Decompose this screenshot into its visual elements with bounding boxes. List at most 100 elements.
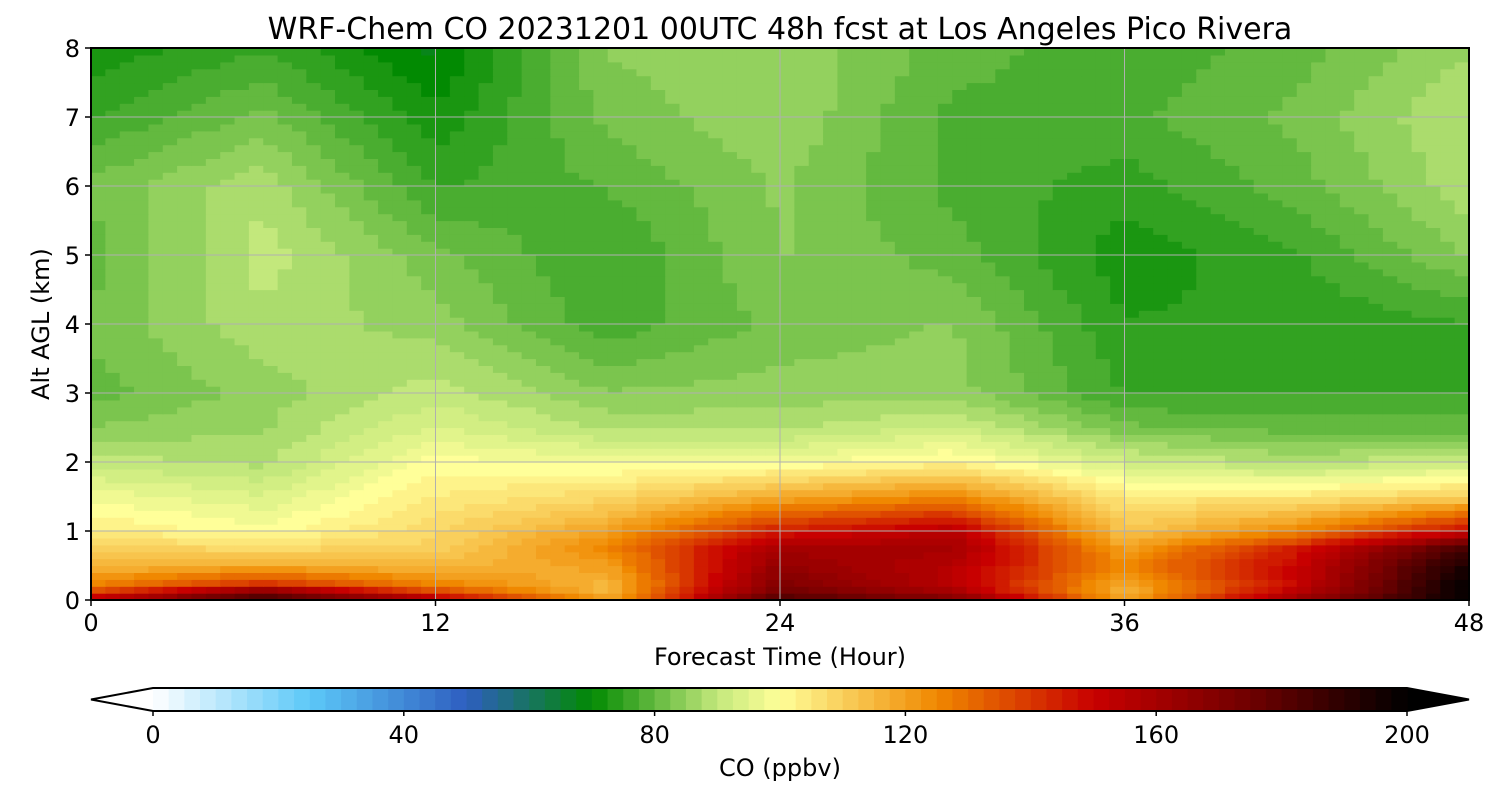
heatmap-cell xyxy=(1411,406,1427,415)
heatmap-cell xyxy=(851,551,867,560)
heatmap-cell xyxy=(808,434,824,442)
heatmap-cell xyxy=(1009,531,1025,539)
heatmap-cell xyxy=(1024,372,1039,380)
heatmap-cell xyxy=(708,268,724,277)
heatmap-cell xyxy=(91,330,106,339)
heatmap-cell xyxy=(134,324,150,332)
heatmap-cell xyxy=(535,510,551,518)
heatmap-cell xyxy=(1210,462,1226,470)
heatmap-cell xyxy=(837,358,853,366)
heatmap-cell xyxy=(1124,241,1140,249)
heatmap-cell xyxy=(421,275,437,284)
heatmap-cell xyxy=(162,399,178,408)
heatmap-cell xyxy=(650,482,666,491)
heatmap-cell xyxy=(894,544,910,553)
heatmap-cell xyxy=(780,365,795,373)
heatmap-cell xyxy=(1311,351,1327,360)
heatmap-cell xyxy=(837,531,853,539)
heatmap-cell xyxy=(952,441,968,449)
heatmap-cell xyxy=(866,296,882,304)
heatmap-cell xyxy=(1210,351,1226,360)
heatmap-cell xyxy=(1210,510,1226,518)
heatmap-cell xyxy=(134,255,150,263)
heatmap-cell xyxy=(277,455,293,463)
heatmap-cell xyxy=(1268,351,1283,360)
heatmap-cell xyxy=(378,427,394,435)
heatmap-cell xyxy=(91,303,106,311)
heatmap-cell xyxy=(1382,324,1398,332)
heatmap-cell xyxy=(851,268,867,277)
heatmap-cell xyxy=(220,289,236,297)
heatmap-cell xyxy=(952,303,968,311)
heatmap-cell xyxy=(349,296,365,304)
heatmap-cell xyxy=(119,558,135,567)
heatmap-cell xyxy=(291,337,307,346)
heatmap-cell xyxy=(564,379,580,387)
heatmap-cell xyxy=(1268,324,1283,332)
heatmap-cell xyxy=(1095,558,1111,567)
heatmap-cell xyxy=(622,358,638,366)
heatmap-cell xyxy=(722,324,738,332)
heatmap-cell xyxy=(1239,503,1255,511)
heatmap-cell xyxy=(1210,255,1226,263)
heatmap-cell xyxy=(291,517,307,525)
heatmap-cell xyxy=(105,275,121,284)
heatmap-cell xyxy=(105,248,121,256)
heatmap-cell xyxy=(952,324,968,332)
heatmap-cell xyxy=(1397,296,1413,304)
heatmap-cell xyxy=(794,289,810,297)
heatmap-cell xyxy=(162,489,178,498)
heatmap-cell xyxy=(1153,275,1169,284)
heatmap-cell xyxy=(952,393,968,401)
heatmap-cell xyxy=(291,275,307,284)
heatmap-cell xyxy=(492,586,508,594)
heatmap-cell xyxy=(693,393,709,401)
heatmap-cell xyxy=(335,510,350,518)
heatmap-cell xyxy=(952,275,968,284)
heatmap-cell xyxy=(1124,282,1140,291)
heatmap-cell xyxy=(335,462,350,470)
heatmap-cell xyxy=(277,503,293,511)
heatmap-cell xyxy=(1368,579,1384,587)
heatmap-cell xyxy=(579,241,594,249)
heatmap-cell xyxy=(995,275,1011,284)
heatmap-cell xyxy=(464,448,480,456)
heatmap-cell xyxy=(1196,413,1212,422)
heatmap-cell xyxy=(851,524,867,532)
heatmap-cell xyxy=(306,324,322,332)
heatmap-cell xyxy=(277,330,293,339)
heatmap-cell xyxy=(134,386,150,394)
heatmap-cell xyxy=(1052,468,1068,477)
heatmap-cell xyxy=(1296,261,1312,270)
heatmap-cell xyxy=(1282,482,1298,491)
heatmap-cell xyxy=(665,275,681,284)
heatmap-cell xyxy=(808,379,824,387)
heatmap-cell xyxy=(1224,310,1240,318)
heatmap-cell xyxy=(1038,489,1054,498)
heatmap-cell xyxy=(1038,531,1054,539)
heatmap-cell xyxy=(492,427,508,435)
heatmap-cell xyxy=(1009,399,1025,408)
heatmap-cell xyxy=(406,365,422,373)
heatmap-cell xyxy=(1196,551,1212,560)
heatmap-cell xyxy=(435,586,451,594)
heatmap-cell xyxy=(1024,544,1039,553)
heatmap-cell xyxy=(91,551,106,560)
heatmap-cell xyxy=(162,558,178,567)
heatmap-cell xyxy=(263,593,279,600)
heatmap-cell xyxy=(1382,537,1398,546)
heatmap-cell xyxy=(780,455,795,463)
heatmap-cell xyxy=(320,275,336,284)
heatmap-cell xyxy=(607,496,623,504)
heatmap-cell xyxy=(564,531,580,539)
heatmap-cell xyxy=(708,462,724,470)
heatmap-cell xyxy=(1325,551,1341,560)
heatmap-cell xyxy=(177,255,193,263)
heatmap-cell xyxy=(1282,289,1298,297)
heatmap-cell xyxy=(593,399,609,408)
heatmap-cell xyxy=(1067,344,1083,353)
heatmap-cell xyxy=(1339,393,1355,401)
heatmap-cell xyxy=(1253,420,1269,429)
heatmap-cell xyxy=(1167,593,1183,600)
heatmap-cell xyxy=(607,275,623,284)
